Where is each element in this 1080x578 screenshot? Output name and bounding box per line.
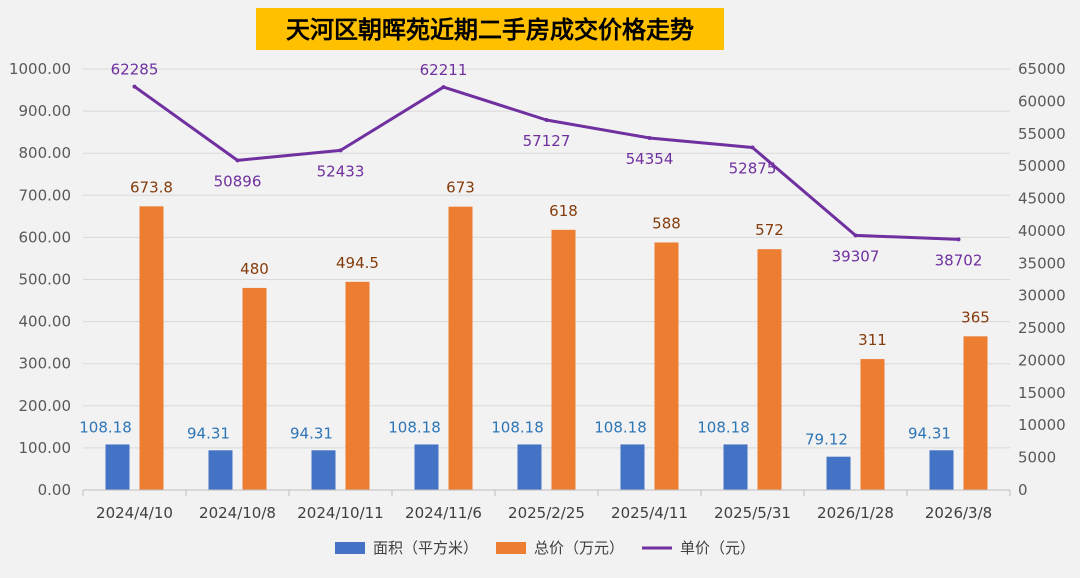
unit-price-label: 39307 [832, 247, 880, 265]
legend-label: 面积（平方米） [373, 539, 478, 557]
right-axis-tick-label: 60000 [1018, 92, 1066, 110]
area-bar [929, 450, 954, 490]
right-axis-tick-label: 20000 [1018, 351, 1066, 369]
unit-price-point [853, 233, 858, 238]
total-price-bar-label: 311 [858, 331, 887, 349]
area-bar [723, 444, 748, 490]
unit-price-point [647, 135, 652, 140]
x-axis-tick-label: 2025/2/25 [508, 504, 585, 522]
unit-price-point [338, 148, 343, 153]
total-price-bar-label: 572 [755, 221, 784, 239]
x-axis-tick-label: 2024/10/11 [297, 504, 383, 522]
right-axis-tick-label: 30000 [1018, 287, 1066, 305]
right-axis-tick-label: 50000 [1018, 157, 1066, 175]
total-price-bar-label: 588 [652, 214, 681, 232]
right-axis-tick-label: 5000 [1018, 449, 1056, 467]
left-axis-tick-label: 500.00 [19, 271, 72, 289]
area-bar-label: 94.31 [290, 424, 333, 442]
right-axis-tick-label: 65000 [1018, 60, 1066, 78]
unit-price-line [133, 85, 959, 241]
legend-label: 单价（元） [680, 539, 755, 557]
total-price-bar-label: 673 [446, 179, 475, 197]
total-price-bar-label: 365 [961, 308, 990, 326]
area-bar [826, 456, 851, 490]
unit-price-point [441, 85, 446, 90]
unit-price-label: 38702 [935, 251, 983, 269]
left-axis-tick-label: 400.00 [19, 313, 72, 331]
right-axis-tick-label: 15000 [1018, 384, 1066, 402]
right-axis-tick-label: 55000 [1018, 125, 1066, 143]
area-bar-label: 94.31 [908, 424, 951, 442]
area-bar-label: 79.12 [805, 431, 848, 449]
unit-price-label: 62211 [420, 61, 468, 79]
total-price-bar-label: 494.5 [336, 254, 379, 272]
chart-title-background [256, 8, 724, 50]
unit-price-point [235, 158, 240, 163]
total-price-bar-label: 673.8 [130, 178, 173, 196]
right-axis-tick-label: 35000 [1018, 254, 1066, 272]
total-price-bar [551, 229, 576, 490]
left-axis-tick-label: 100.00 [19, 439, 72, 457]
total-price-bar [448, 206, 473, 491]
unit-price-label: 57127 [523, 132, 571, 150]
area-bar-label: 108.18 [491, 418, 544, 436]
area-bar [311, 450, 336, 490]
area-bar-label: 108.18 [388, 418, 441, 436]
total-price-bar [860, 359, 885, 490]
total-price-bar [345, 281, 370, 490]
area-bar [414, 444, 439, 490]
total-price-bar [757, 249, 782, 490]
left-axis-tick-label: 0.00 [38, 481, 71, 499]
total-price-bar-label: 618 [549, 202, 578, 220]
x-axis-tick-label: 2024/11/6 [405, 504, 482, 522]
unit-price-label: 50896 [214, 172, 262, 190]
unit-price-label: 52433 [317, 162, 365, 180]
area-bar-label: 108.18 [594, 418, 647, 436]
area-bar [517, 444, 542, 490]
left-axis-tick-label: 300.00 [19, 355, 72, 373]
right-axis-tick-label: 45000 [1018, 190, 1066, 208]
left-axis-tick-label: 800.00 [19, 144, 72, 162]
x-axis-tick-label: 2025/5/31 [714, 504, 791, 522]
total-price-bar [242, 287, 267, 490]
area-bar-label: 94.31 [187, 424, 230, 442]
area-bar-label: 108.18 [79, 418, 132, 436]
x-axis-tick-label: 2024/4/10 [96, 504, 173, 522]
right-axis-tick-label: 0 [1018, 481, 1028, 499]
legend-label: 总价（万元） [534, 539, 624, 557]
left-axis-tick-label: 700.00 [19, 186, 72, 204]
total-price-bar-label: 480 [240, 260, 269, 278]
left-axis-tick-label: 1000.00 [9, 60, 71, 78]
right-axis-tick-label: 25000 [1018, 319, 1066, 337]
legend-swatch [335, 542, 365, 554]
area-bar [105, 444, 130, 490]
x-axis-tick-label: 2026/3/8 [925, 504, 992, 522]
right-axis-tick-label: 40000 [1018, 222, 1066, 240]
unit-price-point [544, 117, 549, 122]
unit-price-label: 52875 [729, 160, 777, 178]
unit-price-label: 62285 [111, 61, 159, 79]
unit-price-point [132, 84, 137, 89]
area-bar [208, 450, 233, 490]
total-price-bar [139, 206, 164, 490]
right-axis-tick-label: 10000 [1018, 416, 1066, 434]
area-bar [620, 444, 645, 490]
total-price-bar [654, 242, 679, 490]
x-axis-tick-label: 2025/4/11 [611, 504, 688, 522]
unit-price-label: 54354 [626, 150, 674, 168]
left-axis-tick-label: 600.00 [19, 228, 72, 246]
legend-swatch [496, 542, 527, 554]
left-axis-tick-label: 200.00 [19, 397, 72, 415]
x-axis-tick-label: 2026/1/28 [817, 504, 894, 522]
unit-price-point [956, 237, 961, 242]
left-axis-tick-label: 900.00 [19, 102, 72, 120]
chart-title: 天河区朝晖苑近期二手房成交价格走势 [286, 16, 694, 44]
total-price-bar [963, 336, 988, 490]
x-axis-tick-label: 2024/10/8 [199, 504, 276, 522]
unit-price-point [750, 145, 755, 150]
area-bar-label: 108.18 [697, 418, 750, 436]
